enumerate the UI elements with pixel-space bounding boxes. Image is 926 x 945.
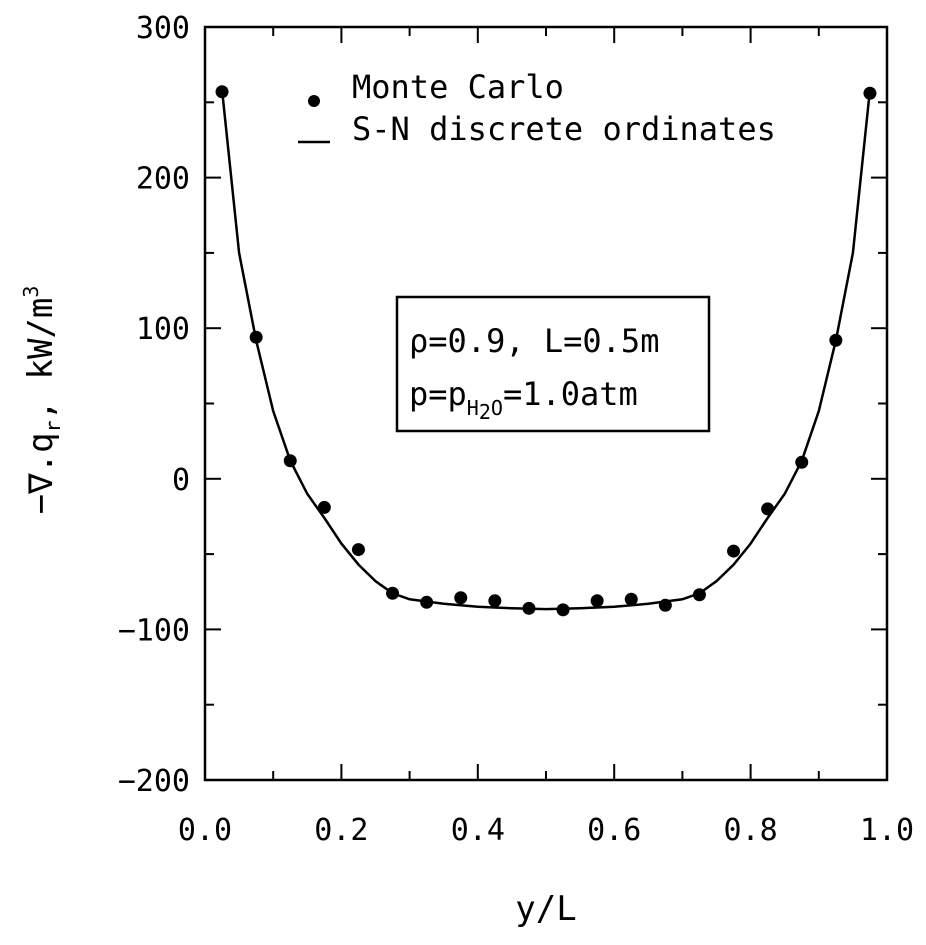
legend: Monte Carlo S-N discrete ordinates (298, 68, 776, 148)
annotation-box: ρ=0.9, L=0.5m p=pH2O=1.0atm (395, 295, 711, 433)
x-axis-title: y/L (515, 889, 576, 929)
y-tick-label: 200 (136, 162, 190, 197)
annotation-sub-h: H (467, 396, 479, 420)
monte-carlo-point (488, 594, 502, 608)
annotation-sub-2: 2 (479, 400, 491, 424)
monte-carlo-point (317, 500, 331, 514)
monte-carlo-point (795, 455, 809, 469)
tick-labels: 0.0 0.2 0.4 0.6 0.8 1.0 300 200 100 0 −100 −200 (118, 11, 914, 848)
monte-carlo-point (727, 544, 741, 558)
annotation-line-2: p=pH2O=1.0atm (409, 375, 638, 424)
y-axis-title: −∇.qr, kW/m3 (19, 286, 65, 515)
series-points-monte-carlo (215, 85, 877, 617)
series-line-sn-discrete-ordinates (220, 90, 872, 611)
monte-carlo-point (522, 601, 536, 615)
y-tick-label: −200 (118, 764, 190, 799)
y-tick-label: −100 (118, 613, 190, 648)
monte-carlo-point (863, 86, 877, 100)
x-tick-label: 0.0 (178, 813, 232, 848)
monte-carlo-point (590, 594, 604, 608)
x-tick-label: 1.0 (860, 813, 914, 848)
monte-carlo-point (386, 586, 400, 600)
x-tick-label: 0.2 (314, 813, 368, 848)
monte-carlo-point (658, 598, 672, 612)
monte-carlo-point (692, 588, 706, 602)
monte-carlo-point (249, 330, 263, 344)
monte-carlo-point (556, 603, 570, 617)
monte-carlo-point (283, 454, 297, 468)
monte-carlo-point (761, 502, 775, 516)
monte-carlo-point (829, 333, 843, 347)
legend-marker-monte-carlo (308, 95, 320, 107)
axis-ticks (204, 26, 888, 781)
x-tick-label: 0.4 (451, 813, 505, 848)
monte-carlo-point (420, 595, 434, 609)
monte-carlo-point (215, 85, 229, 99)
annotation-line-1: ρ=0.9, L=0.5m (409, 322, 659, 360)
legend-label-sn: S-N discrete ordinates (352, 110, 776, 148)
annotation-frame (395, 295, 711, 433)
legend-label-monte-carlo: Monte Carlo (352, 68, 564, 106)
monte-carlo-point (351, 543, 365, 557)
y-tick-label: 300 (136, 11, 190, 46)
monte-carlo-point (624, 592, 638, 606)
y-tick-label: 0 (172, 463, 190, 498)
x-tick-label: 0.8 (724, 813, 778, 848)
x-tick-label: 0.6 (587, 813, 641, 848)
monte-carlo-point (454, 591, 468, 605)
annotation-sub-o: O (491, 396, 503, 420)
annotation-line-2-suffix: =1.0atm (503, 375, 638, 413)
y-tick-label: 100 (136, 312, 190, 347)
annotation-line-2-prefix: p=p (409, 375, 467, 413)
